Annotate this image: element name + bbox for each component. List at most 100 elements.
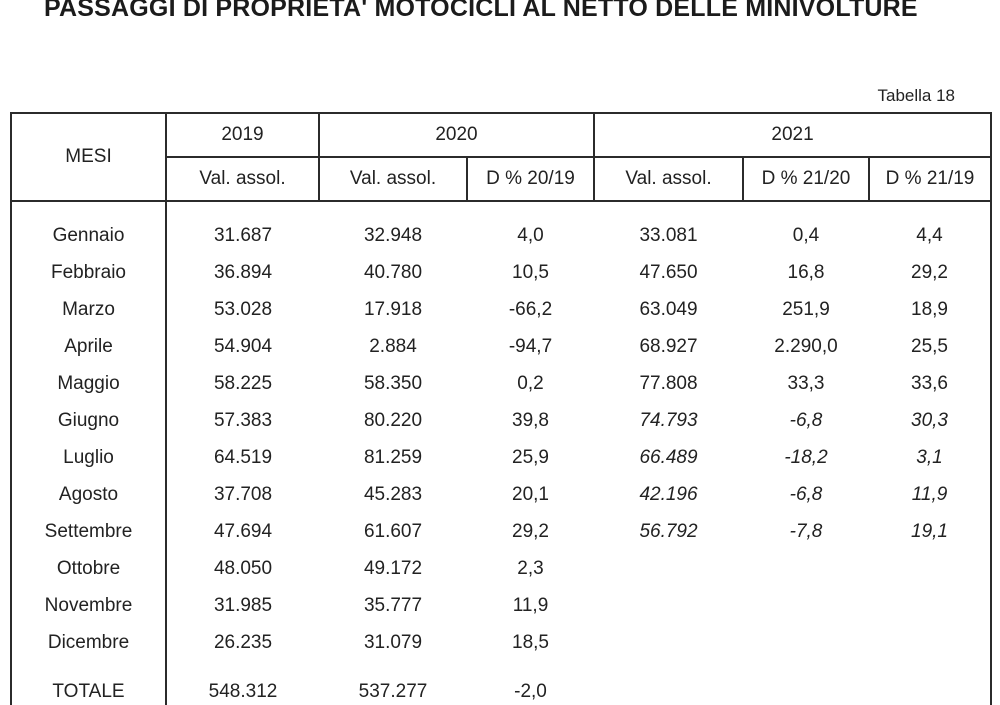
- cell-2020-val: 17.918: [363, 298, 423, 320]
- cell-2021-val: [594, 624, 743, 661]
- cell-2021-val: 63.049: [639, 298, 698, 320]
- header-row-measures: Val. assol. Val. assol. D % 20/19 Val. a…: [11, 156, 993, 202]
- cell-delta-20-19: 2,3: [517, 557, 544, 579]
- cell-delta-21-19: 29,2: [869, 254, 993, 291]
- cell-delta-20-19: 18,5: [512, 631, 549, 653]
- cell-2021-val: 66.489: [639, 446, 698, 468]
- cell-2021-val: 68.927: [639, 335, 698, 357]
- cell-month: Novembre: [10, 587, 167, 624]
- cell-month: Giugno: [10, 402, 167, 439]
- cell-month: Maggio: [10, 365, 167, 402]
- cell-2020-val: 81.259: [363, 446, 423, 468]
- cell-delta-21-19: 3,1: [869, 439, 993, 476]
- cell-month: Dicembre: [10, 624, 167, 661]
- cell-2021-val: 56.792: [639, 520, 698, 542]
- cell-delta-20-19: 20,1: [512, 483, 549, 505]
- cell-2021-val: 74.793: [639, 409, 698, 431]
- table-row-agosto: Agosto 37.708 45.283 20,1 42.196 -6,8 11…: [10, 476, 993, 513]
- cell-delta-21-20: 33,3: [787, 372, 825, 394]
- table-row-ottobre: Ottobre 48.050 49.172 2,3: [10, 550, 993, 587]
- cell-2020-val: 45.283: [363, 483, 423, 505]
- col-header-2019: 2019: [165, 112, 320, 158]
- cell-delta-21-19: [869, 587, 993, 624]
- cell-2020-val: 35.777: [363, 594, 423, 616]
- cell-delta-20-19: 25,9: [512, 446, 549, 468]
- cell-delta-20-19: 29,2: [512, 520, 549, 542]
- table-row-settembre: Settembre 47.694 61.607 29,2 56.792 -7,8…: [10, 513, 993, 550]
- table-row-totale: TOTALE 548.312 537.277 -2,0: [10, 661, 993, 705]
- col-header-mesi: MESI: [10, 112, 167, 202]
- cell-delta-21-19: 18,9: [869, 291, 993, 328]
- cell-month: Agosto: [10, 476, 167, 513]
- col-header-delta-20-19: D % 20/19: [466, 156, 595, 202]
- table-row-luglio: Luglio 64.519 81.259 25,9 66.489 -18,2 3…: [10, 439, 993, 476]
- cell-delta-21-19: 30,3: [869, 402, 993, 439]
- table-row-maggio: Maggio 58.225 58.350 0,2 77.808 33,3 33,…: [10, 365, 993, 402]
- cell-delta-20-19: 0,2: [517, 372, 544, 394]
- header-row-years: MESI 2019 2020 2021: [10, 112, 993, 202]
- cell-delta-20-19: -94,7: [508, 335, 553, 357]
- cell-delta-20-19: 4,0: [517, 225, 544, 246]
- cell-2020-val: 61.607: [363, 520, 423, 542]
- cell-2021-val: 33.081: [639, 225, 698, 246]
- cell-2019-val: 31.687: [213, 225, 273, 246]
- table-row-febbraio: Febbraio 36.894 40.780 10,5 47.650 16,8 …: [10, 254, 993, 291]
- cell-2020-val: 31.079: [363, 631, 423, 653]
- cell-delta-21-20: [743, 624, 869, 661]
- cell-month: Gennaio: [10, 201, 167, 254]
- cell-month: TOTALE: [10, 661, 167, 705]
- col-header-delta-21-19: D % 21/19: [867, 156, 993, 202]
- cell-2021-val: 77.808: [639, 372, 698, 394]
- cell-delta-21-20: 251,9: [782, 298, 830, 320]
- cell-delta-21-19: [869, 624, 993, 661]
- col-header-val-assol-2021: Val. assol.: [593, 156, 744, 202]
- cell-2019-val: 47.694: [213, 520, 273, 542]
- table-row-dicembre: Dicembre 26.235 31.079 18,5: [10, 624, 993, 661]
- cell-month: Settembre: [10, 513, 167, 550]
- cell-2019-val: 31.985: [213, 594, 273, 616]
- table-row-aprile: Aprile 54.904 2.884 -94,7 68.927 2.290,0…: [10, 328, 993, 365]
- cell-2020-val: 2.884: [369, 335, 417, 357]
- col-header-val-assol-2020: Val. assol.: [318, 156, 468, 202]
- cell-delta-21-19: 25,5: [869, 328, 993, 365]
- cell-2019-val: 26.235: [213, 631, 273, 653]
- cell-2019-val: 54.904: [213, 335, 273, 357]
- table-row-giugno: Giugno 57.383 80.220 39,8 74.793 -6,8 30…: [10, 402, 993, 439]
- cell-delta-21-20: -7,8: [789, 520, 823, 542]
- cell-2019-val: 58.225: [213, 372, 273, 394]
- cell-2021-val: 47.650: [639, 261, 698, 283]
- table-caption: Tabella 18: [877, 86, 955, 105]
- cell-delta-21-20: -6,8: [789, 409, 823, 431]
- cell-month: Ottobre: [10, 550, 167, 587]
- cell-delta-20-19: 11,9: [512, 594, 549, 616]
- cell-2019-val: 37.708: [213, 483, 273, 505]
- page-title: PASSAGGI DI PROPRIETA' MOTOCICLI AL NETT…: [44, 0, 918, 22]
- cell-2019-val: 48.050: [213, 557, 273, 579]
- cell-2020-val: 40.780: [363, 261, 423, 283]
- cell-2021-val: [594, 550, 743, 587]
- cell-2019-val: 53.028: [213, 298, 273, 320]
- col-header-val-assol-2019: Val. assol.: [165, 156, 320, 202]
- cell-2019-val: 57.383: [213, 409, 273, 431]
- cell-2020-val: 537.277: [358, 681, 428, 702]
- cell-delta-21-20: [743, 661, 869, 705]
- cell-delta-21-20: 16,8: [787, 261, 825, 283]
- cell-delta-21-20: [743, 550, 869, 587]
- cell-2020-val: 80.220: [363, 409, 423, 431]
- table-row-novembre: Novembre 31.985 35.777 11,9: [10, 587, 993, 624]
- cell-delta-21-20: -18,2: [784, 446, 828, 468]
- col-header-delta-21-20: D % 21/20: [742, 156, 870, 202]
- col-header-2021: 2021: [592, 112, 993, 158]
- cell-2021-val: 42.196: [639, 483, 698, 505]
- cell-delta-20-19: 10,5: [512, 261, 549, 283]
- cell-delta-21-19: [869, 661, 993, 705]
- table-row-marzo: Marzo 53.028 17.918 -66,2 63.049 251,9 1…: [10, 291, 993, 328]
- table-row-gennaio: Gennaio 31.687 32.948 4,0 33.081 0,4 4,4: [10, 201, 993, 254]
- cell-2020-val: 49.172: [363, 557, 423, 579]
- cell-delta-20-19: -66,2: [508, 298, 553, 320]
- cell-2019-val: 36.894: [213, 261, 273, 283]
- cell-2021-val: [594, 661, 743, 705]
- cell-delta-20-19: 39,8: [512, 409, 549, 431]
- cell-2021-val: [594, 587, 743, 624]
